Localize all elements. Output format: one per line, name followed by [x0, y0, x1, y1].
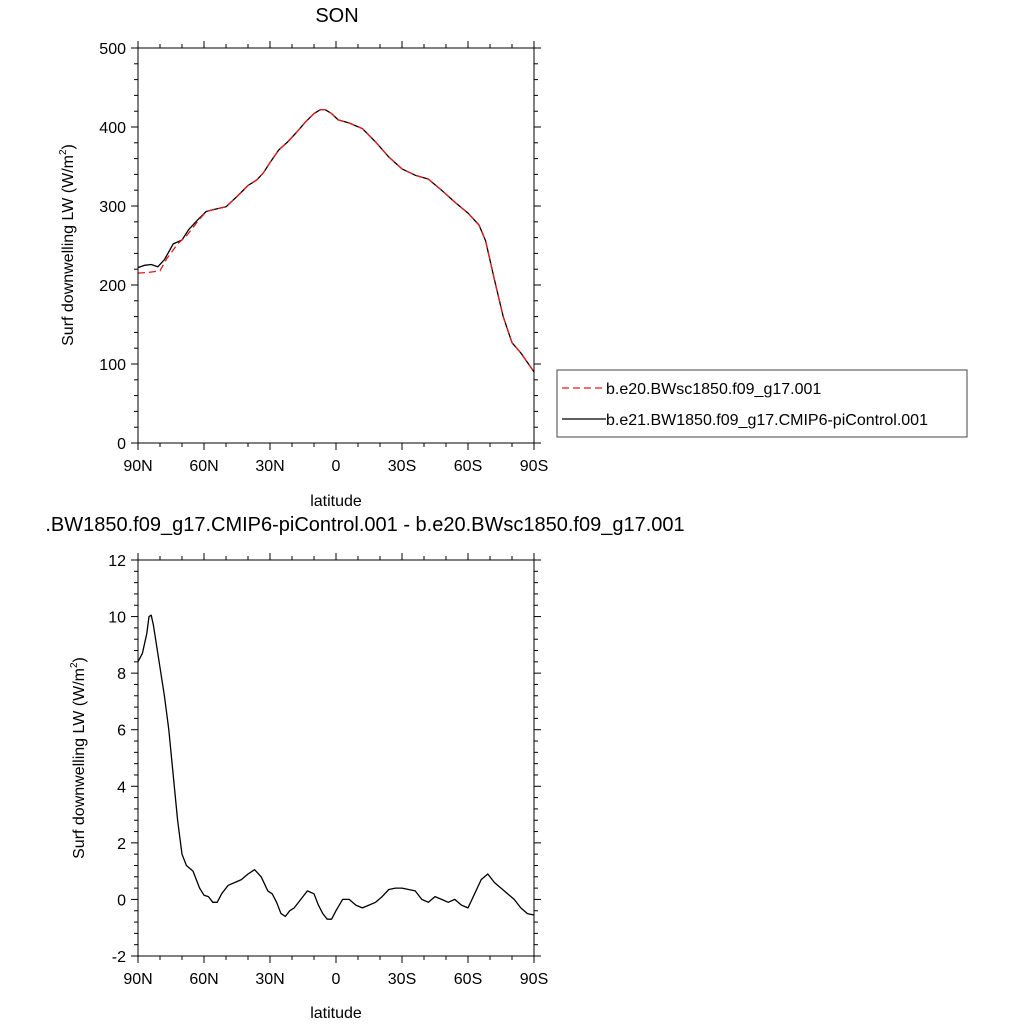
legend-label-series-2: b.e21.BW1850.f09_g17.CMIP6-piControl.001	[606, 412, 928, 429]
series-line-2	[137, 108, 535, 373]
legend-label-series-1: b.e20.BWsc1850.f09_g17.001	[606, 381, 821, 398]
x-tick-label: 90N	[123, 458, 152, 475]
top-panel: SON latitude Surf downwelling LW (W/m2) …	[58, 5, 548, 510]
bottom-ylabel-unit-power: 2	[69, 662, 80, 668]
x-tick-label: 60N	[189, 458, 218, 475]
x-tick-label: 30S	[388, 458, 416, 475]
y-tick-label: 300	[99, 199, 126, 216]
y-tick-label: 10	[108, 610, 126, 627]
top-ylabel-unit-close: )	[60, 144, 77, 149]
y-tick-label: 200	[99, 278, 126, 295]
top-plot-frame	[137, 47, 535, 444]
y-tick-label: 500	[99, 41, 126, 58]
x-tick-label: 30S	[388, 971, 416, 988]
bottom-plot-frame	[137, 559, 535, 957]
y-tick-label: 0	[117, 436, 126, 453]
bottom-axis-ticks: -2 0 2 4 6 8 10 12 90N 60N 30N 0 30S 60S 90S	[108, 553, 548, 988]
y-tick-label: 100	[99, 357, 126, 374]
y-tick-label: -2	[112, 949, 126, 966]
x-tick-label: 0	[332, 971, 341, 988]
bottom-ylabel-unit-close: )	[71, 657, 88, 662]
top-ylabel: Surf downwelling LW (W/m2)	[58, 144, 77, 346]
bottom-ylabel-unit: (W/m	[71, 668, 88, 711]
series-line-1	[137, 108, 535, 373]
y-tick-label: 6	[117, 723, 126, 740]
x-tick-label: 60S	[454, 458, 482, 475]
legend-box	[556, 369, 968, 438]
bottom-title: .BW1850.f09_g17.CMIP6-piControl.001 - b.…	[45, 514, 684, 536]
top-ylabel-unit-power: 2	[58, 149, 69, 155]
x-tick-label: 90S	[520, 971, 548, 988]
top-ylabel-unit: (W/m	[60, 155, 77, 198]
bottom-ylabel: Surf downwelling LW (W/m2)	[69, 657, 88, 859]
y-tick-label: 0	[117, 892, 126, 909]
y-tick-label: 400	[99, 120, 126, 137]
bottom-panel: .BW1850.f09_g17.CMIP6-piControl.001 - b.…	[45, 514, 684, 1022]
y-tick-label: 2	[117, 836, 126, 853]
x-tick-label: 90S	[520, 458, 548, 475]
x-tick-label: 30N	[255, 971, 284, 988]
x-tick-label: 0	[332, 458, 341, 475]
legend: b.e20.BWsc1850.f09_g17.001 b.e21.BW1850.…	[556, 369, 968, 438]
bottom-xlabel: latitude	[310, 1005, 362, 1022]
y-tick-label: 4	[117, 779, 126, 796]
bottom-ylabel-text: Surf downwelling LW	[71, 710, 88, 859]
top-ylabel-text: Surf downwelling LW	[60, 197, 77, 346]
y-tick-label: 12	[108, 553, 126, 570]
top-xlabel: latitude	[310, 493, 362, 510]
x-tick-label: 90N	[123, 971, 152, 988]
top-title: SON	[315, 5, 358, 27]
top-axis-ticks: 0 100 200 300 400 500 90N 60N 30N 0 30S 60S 90S	[99, 41, 548, 475]
series-line-1	[137, 614, 535, 920]
y-tick-label: 8	[117, 666, 126, 683]
x-tick-label: 60N	[189, 971, 218, 988]
x-tick-label: 60S	[454, 971, 482, 988]
bottom-plot-lines	[137, 614, 535, 920]
top-plot-lines	[137, 108, 535, 373]
x-tick-label: 30N	[255, 458, 284, 475]
